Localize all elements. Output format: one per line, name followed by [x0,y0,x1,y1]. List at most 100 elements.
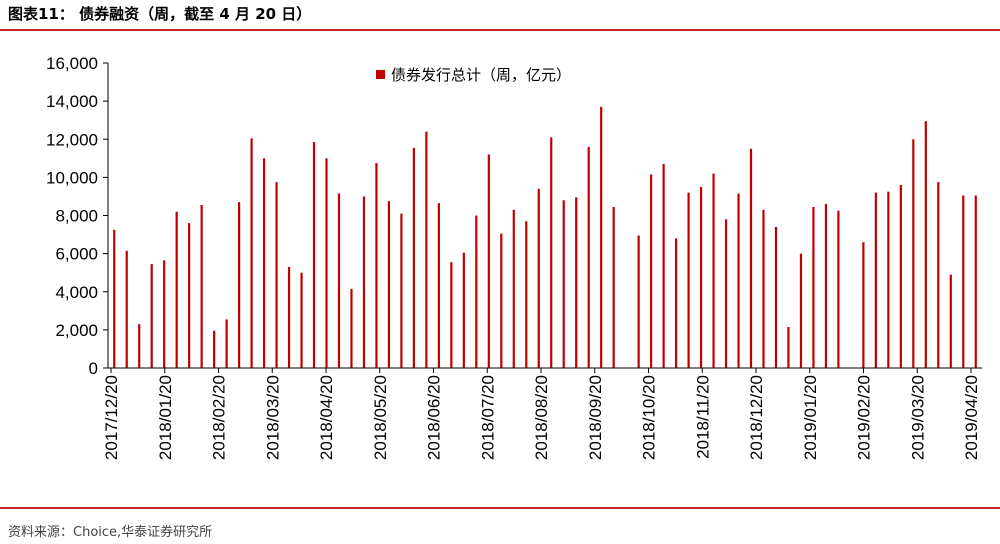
legend-label: 债券发行总计（周，亿元） [391,66,571,84]
y-tick-label: 2,000 [55,321,98,340]
x-tick-label: 2018/12/20 [747,375,766,460]
bar [562,200,565,368]
bar [575,197,578,368]
x-tick-label: 2019/02/20 [855,375,874,460]
bar [312,142,316,368]
y-tick-label: 0 [89,359,98,378]
bar [837,210,840,368]
bar [512,209,515,368]
bar [712,173,715,368]
bar [912,139,915,368]
bar [387,201,391,368]
x-tick-label: 2018/10/20 [640,375,659,460]
bar [787,327,790,368]
top-divider [0,29,1000,31]
figure-title: 图表11： 债券融资（周，截至 4 月 20 日） [8,5,312,23]
bar [899,185,902,368]
bar [874,192,877,368]
bar-chart: 0 2,000 4,000 6,000 8,000 10,000 12,000 14,000 1… [46,54,982,460]
x-tick-label: 2018/03/20 [263,375,282,460]
bar [500,233,503,368]
x-tick-label: 2019/01/20 [801,375,820,460]
legend: 债券发行总计（周，亿元） [376,66,571,84]
y-tick-label: 14,000 [46,92,98,111]
bar [650,174,653,368]
bar [450,262,453,368]
bar [525,221,528,368]
bar [774,226,778,368]
x-tick-label: 2018/09/20 [586,375,605,460]
legend-swatch [376,70,385,79]
bar [350,288,353,368]
x-tick-label: 2018/08/20 [532,375,551,460]
bar [487,154,490,368]
bar [287,266,291,368]
bar [724,219,728,368]
y-tick-label: 6,000 [55,245,98,264]
y-tick-label: 12,000 [46,130,98,149]
bar [949,274,952,368]
bar [924,121,927,368]
x-tick-label: 2018/02/20 [210,375,229,460]
bar [262,158,266,368]
bar [974,195,977,368]
bar [662,164,665,368]
bar [238,202,241,368]
bar [812,206,815,368]
bar [200,205,203,368]
bar [737,193,740,368]
bar [113,229,116,368]
y-axis: 0 2,000 4,000 6,000 8,000 10,000 12,000 14,000 1… [46,54,109,378]
y-tick-label: 16,000 [46,54,98,73]
bar [862,242,865,368]
bar [375,163,378,368]
bar [462,252,465,368]
bar [163,260,166,368]
bar [125,250,128,368]
bar [175,211,178,368]
bar [962,195,965,368]
bar [300,272,303,368]
bar [412,147,415,368]
bar [749,148,753,368]
bar [587,146,590,368]
y-tick-label: 10,000 [46,168,98,187]
bar [250,138,253,368]
x-tick-label: 2017/12/20 [102,375,121,460]
x-tick-label: 2018/04/20 [317,375,336,460]
bar [213,330,216,368]
bar [275,182,278,368]
bar [675,238,678,368]
bar [887,191,890,368]
y-tick-label: 8,000 [55,207,98,226]
bar [325,158,328,368]
bar [600,106,603,368]
bar [425,131,428,368]
bar [687,192,690,368]
bar [762,209,765,368]
x-tick-label: 2019/03/20 [908,375,927,460]
x-tick-label: 2018/05/20 [371,375,390,460]
bottom-divider [0,507,1000,509]
bar [188,223,191,368]
bar [475,215,478,368]
bar [550,137,553,368]
bar [612,206,615,368]
bar [362,196,366,368]
x-tick-label: 2018/06/20 [425,375,444,460]
x-tick-label: 2018/11/20 [693,375,712,459]
bar [937,182,940,368]
x-axis: 2017/12/20 2018/01/20 2018/02/20 2018/03/20… [102,367,982,460]
x-tick-label: 2019/04/20 [962,375,981,460]
bar [138,324,141,368]
bar-series [113,106,977,368]
x-tick-label: 2018/01/20 [156,375,175,460]
bar [699,186,703,368]
bar [150,264,153,368]
x-tick-label: 2018/07/20 [478,375,497,460]
bar [225,319,228,368]
bar [400,213,403,368]
bar [337,193,341,368]
source-note: 资料来源：Choice,华泰证券研究所 [8,525,213,540]
bar [637,235,640,368]
